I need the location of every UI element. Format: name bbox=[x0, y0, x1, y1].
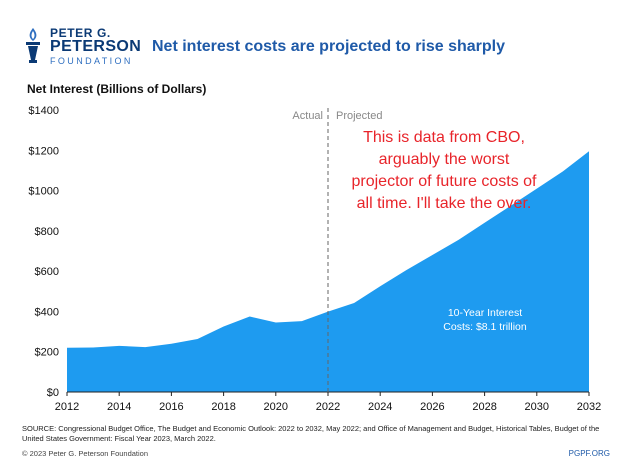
logo-line-1: PETER G. bbox=[50, 26, 111, 40]
chart-headline: Net interest costs are projected to rise… bbox=[152, 38, 506, 55]
x-tick-label: 2018 bbox=[211, 401, 235, 413]
actual-label: Actual bbox=[292, 110, 323, 122]
area-chart: $0 $200 $400 $600 $800 $1000 $1200 $1400 2012 201… bbox=[28, 105, 601, 413]
x-tick-label: 2028 bbox=[472, 401, 496, 413]
x-tick-label: 2026 bbox=[420, 401, 444, 413]
x-tick-label: 2016 bbox=[159, 401, 183, 413]
x-tick-label: 2024 bbox=[368, 401, 392, 413]
y-tick-label: $1400 bbox=[28, 105, 59, 117]
x-tick-label: 2014 bbox=[107, 401, 131, 413]
x-tick-label: 2012 bbox=[55, 401, 79, 413]
x-tick-label: 2020 bbox=[264, 401, 288, 413]
site-link[interactable]: PGPF.ORG bbox=[568, 449, 610, 458]
annotation-text-line: all time. I'll take the over. bbox=[357, 195, 532, 212]
source-note: SOURCE: Congressional Budget Office, The… bbox=[22, 424, 600, 443]
logo-line-2: PETERSON bbox=[50, 38, 142, 55]
y-tick-label: $600 bbox=[35, 266, 59, 278]
annotation-text-line: This is data from CBO, bbox=[363, 129, 525, 146]
chart-title: Net Interest (Billions of Dollars) bbox=[27, 82, 207, 96]
y-tick-label: $200 bbox=[35, 347, 59, 359]
x-tick-label: 2032 bbox=[577, 401, 601, 413]
pgpf-logo: PETER G. PETERSON FOUNDATION bbox=[20, 26, 150, 66]
x-tick-label: 2022 bbox=[316, 401, 340, 413]
area-label-line-2: Costs: $8.1 trillion bbox=[443, 321, 527, 333]
area-label-line-1: 10-Year Interest bbox=[448, 307, 522, 319]
y-tick-label: $0 bbox=[47, 387, 59, 399]
projected-label: Projected bbox=[336, 110, 382, 122]
torch-icon bbox=[26, 28, 40, 63]
copyright-text: © 2023 Peter G. Peterson Foundation bbox=[22, 449, 149, 458]
y-tick-label: $1000 bbox=[28, 186, 59, 198]
y-tick-label: $400 bbox=[35, 306, 59, 318]
interest-area bbox=[67, 151, 589, 392]
y-tick-label: $1200 bbox=[28, 145, 59, 157]
x-tick-label: 2030 bbox=[525, 401, 549, 413]
annotation-text-line: arguably the worst bbox=[379, 151, 510, 168]
y-tick-label: $800 bbox=[35, 226, 59, 238]
annotation-text-line: projector of future costs of bbox=[352, 173, 538, 190]
logo-line-3: FOUNDATION bbox=[50, 56, 133, 66]
